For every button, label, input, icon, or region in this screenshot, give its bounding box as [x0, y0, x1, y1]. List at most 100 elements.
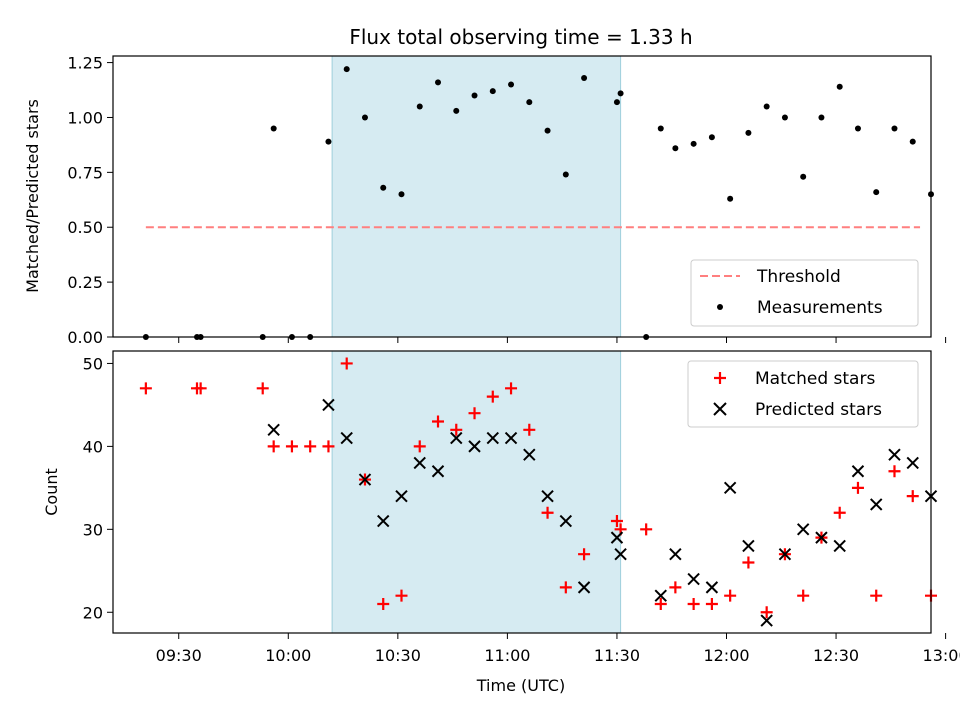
measurement-point	[708, 134, 715, 141]
measurement-point	[763, 103, 770, 110]
predicted-stars-point	[413, 456, 426, 470]
matched-stars-point	[285, 440, 298, 453]
matched-stars-point	[888, 465, 901, 478]
matched-stars-point	[705, 597, 718, 610]
predicted-stars-point	[358, 473, 372, 486]
matched-stars-point	[851, 481, 864, 494]
bottom-y-tick-label: 50	[83, 354, 103, 373]
legend-measurements-label: Measurements	[757, 298, 883, 318]
measurement-point	[508, 81, 515, 88]
predicted-stars-point	[760, 614, 773, 627]
bottom-axes-frame	[112, 350, 932, 634]
predicted-stars-point	[559, 514, 573, 528]
matched-stars-point	[505, 382, 518, 395]
top-y-tick-label: 0.75	[67, 163, 103, 182]
x-tick-label: 10:30	[375, 646, 421, 665]
measurement-point	[526, 99, 533, 106]
predicted-stars-point	[888, 448, 901, 461]
measurement-point	[818, 114, 825, 121]
measurement-point	[489, 88, 496, 95]
matched-stars-point	[267, 440, 280, 453]
measurement-point	[672, 145, 679, 152]
predicted-stars-point	[906, 456, 919, 470]
measurement-point	[343, 66, 350, 73]
matched-stars-point	[413, 440, 426, 453]
measurement-point	[836, 83, 843, 90]
matched-stars-point	[669, 581, 682, 594]
predicted-stars-point	[654, 589, 667, 602]
top-axes-frame	[112, 55, 932, 338]
legend-matched-label: Matched stars	[755, 369, 875, 389]
measurement-point	[270, 125, 277, 132]
x-tick-label: 09:30	[156, 646, 202, 665]
measurement-point	[613, 99, 620, 106]
matched-stars-point	[760, 606, 773, 619]
top-legend: Threshold Measurements	[690, 259, 919, 327]
matched-stars-point	[340, 357, 353, 370]
legend-threshold-label: Threshold	[756, 267, 841, 287]
x-tick-label: 12:00	[703, 646, 749, 665]
predicted-stars-point	[723, 481, 737, 495]
measurement-point	[380, 184, 387, 191]
matched-stars-point	[610, 515, 623, 528]
x-tick-label: 10:00	[265, 646, 311, 665]
matched-stars-point	[377, 597, 390, 610]
predicted-stars-point	[815, 531, 828, 544]
predicted-stars-point	[395, 489, 408, 503]
x-tick-label: 12:30	[813, 646, 859, 665]
matched-stars-point	[833, 506, 846, 519]
measurement-point	[471, 92, 478, 99]
measurement-point	[690, 140, 697, 147]
matched-stars-point	[906, 490, 919, 503]
top-y-axis-label: Matched/Predicted stars	[23, 99, 42, 293]
bottom-panel: 20 30 40 50 09:30 10:00 10:30 11:00 11:30 12:00 12…	[42, 350, 960, 695]
matched-stars-point	[742, 556, 755, 569]
bottom-y-axis-label: Count	[42, 468, 61, 516]
predicted-stars-point	[742, 539, 755, 553]
measurement-point	[416, 103, 423, 110]
measurement-point	[745, 129, 752, 136]
matched-stars-point	[322, 440, 335, 453]
measurement-point	[873, 189, 880, 196]
measurement-point	[435, 79, 442, 86]
matched-stars-point	[304, 440, 317, 453]
top-panel: 0.00 0.25 0.50 0.75 1.00 1.25 Matched/Predict…	[23, 54, 947, 347]
measurement-point	[781, 114, 788, 121]
predicted-stars-point	[468, 440, 481, 453]
bottom-plot-area: 20 30 40 50 09:30 10:00 10:30 11:00 11:30 12:00 12…	[83, 350, 960, 665]
measurement-point	[617, 90, 624, 97]
measurement-point	[800, 173, 807, 180]
top-y-tick-label: 1.25	[67, 54, 103, 73]
measurement-point	[453, 107, 460, 114]
top-plot-area: 0.00 0.25 0.50 0.75 1.00 1.25	[67, 54, 947, 347]
top-y-tick-label: 0.25	[67, 273, 103, 292]
predicted-stars-point	[541, 489, 554, 503]
predicted-stars-point	[610, 531, 624, 544]
measurement-point	[325, 138, 332, 145]
predicted-stars-point	[669, 547, 682, 561]
legend-predicted-swatch	[713, 402, 727, 416]
top-y-tick-label: 0.50	[67, 218, 103, 237]
matched-stars-point	[578, 548, 591, 561]
predicted-stars-point	[431, 465, 445, 478]
predicted-stars-point	[705, 581, 719, 594]
predicted-stars-point	[833, 539, 846, 553]
x-axis-label: Time (UTC)	[476, 676, 565, 695]
predicted-stars-point	[504, 431, 518, 445]
legend-measurements-swatch	[717, 304, 723, 310]
matched-stars-point	[395, 589, 408, 602]
top-highlight-span	[332, 56, 621, 337]
matched-stars-point	[486, 390, 499, 403]
matched-stars-point	[432, 415, 445, 428]
measurement-point	[657, 125, 664, 132]
matched-stars-point	[523, 423, 536, 436]
predicted-stars-point	[267, 423, 280, 437]
measurement-point	[361, 114, 368, 121]
matched-stars-point	[640, 523, 653, 536]
matched-stars-point	[541, 506, 554, 519]
x-tick-label: 11:30	[594, 646, 640, 665]
predicted-stars-point	[340, 431, 353, 445]
matched-stars-point	[256, 382, 269, 395]
predicted-stars-point	[577, 581, 591, 594]
